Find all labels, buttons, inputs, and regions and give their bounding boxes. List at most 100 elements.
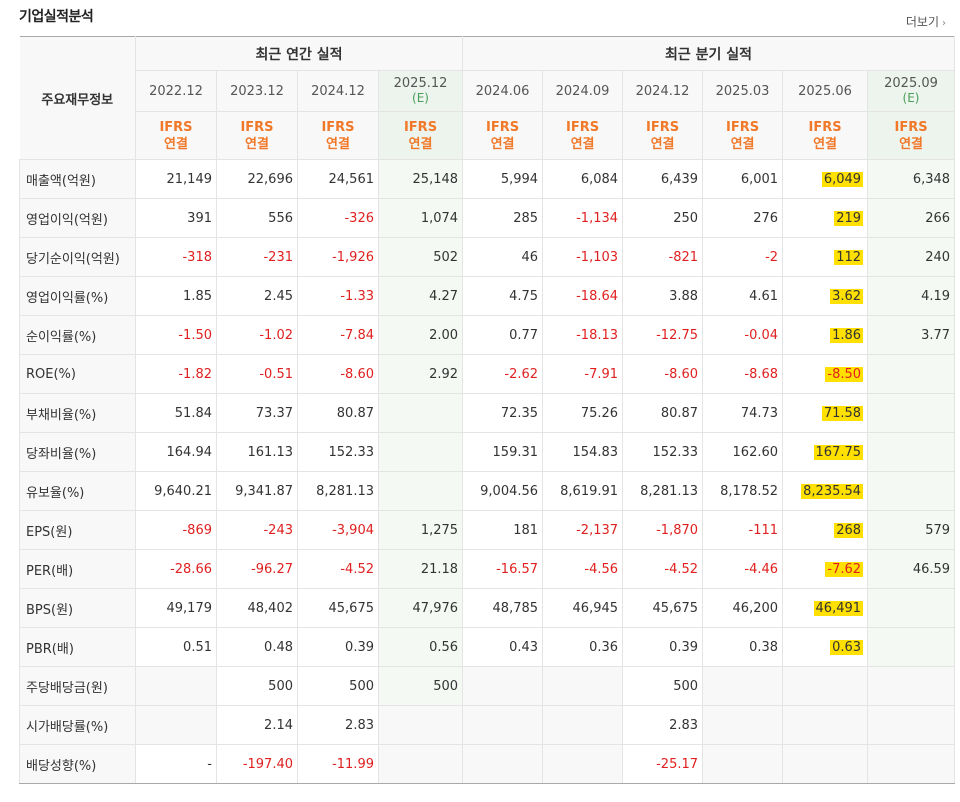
table-cell: 21.18	[377, 549, 464, 589]
row-label: EPS(원)	[19, 510, 136, 550]
table-row: 유보율(%) 9,640.21 9,341.87 8,281.13 9,004.56 8,…	[19, 471, 956, 511]
table-cell	[702, 705, 784, 745]
period-label: 2024.06	[475, 83, 530, 99]
table-cell	[542, 666, 624, 706]
table-cell: -1.33	[297, 276, 379, 316]
table-cell: 500	[622, 666, 704, 706]
table-cell: 80.87	[297, 393, 379, 433]
estimate-badge: (E)	[412, 91, 429, 105]
table-cell: 500	[216, 666, 298, 706]
table-row: PER(배) -28.66 -96.27 -4.52 21.18 -16.57 -4.56-…	[19, 549, 956, 589]
consolidated-label: 연결	[899, 136, 923, 152]
period-label: 2024.12	[311, 83, 365, 99]
table-cell	[867, 354, 956, 394]
table-cell: 0.51	[135, 627, 217, 667]
ifrs-header: IFRS 연결	[216, 111, 298, 160]
table-cell: -1.82	[135, 354, 217, 394]
table-cell: 75.26	[542, 393, 624, 433]
table-cell: 5,994	[462, 159, 544, 199]
row-label: 부채비율(%)	[19, 393, 136, 433]
ifrs-label: IFRS	[565, 119, 600, 135]
consolidated-label: 연결	[490, 136, 515, 152]
table-cell: 72.35	[462, 393, 544, 433]
table-cell	[377, 471, 464, 511]
table-cell	[867, 588, 956, 628]
row-label: 시가배당률(%)	[19, 705, 136, 745]
period-label: 2025.09	[884, 76, 938, 91]
table-cell	[782, 705, 869, 745]
table-cell: 47,976	[377, 588, 464, 628]
highlighted-value: 0.63	[830, 639, 864, 655]
table-row: 매출액(억원) 21,149 22,696 24,561 25,148 5,994 6,08…	[19, 159, 956, 199]
ifrs-header: IFRS 연결	[622, 111, 704, 160]
table-cell	[462, 666, 544, 706]
consolidated-label: 연결	[650, 136, 675, 152]
ifrs-header: IFRS 연결	[135, 111, 217, 160]
row-label: 배당성향(%)	[19, 744, 136, 784]
table-row: BPS(원) 49,179 48,402 45,675 47,976 48,785 46,9…	[19, 588, 956, 628]
table-cell: -111	[702, 510, 784, 550]
consolidated-label: 연결	[245, 136, 269, 152]
table-cell: 45,675	[297, 588, 379, 628]
table-cell: -4.52	[297, 549, 379, 589]
table-cell: -25.17	[622, 744, 704, 784]
table-cell: 1.86	[782, 315, 869, 355]
table-cell: 71.58	[782, 393, 869, 433]
table-cell	[867, 705, 956, 745]
table-cell: 4.75	[462, 276, 544, 316]
period-header: 2025.06	[782, 70, 869, 112]
table-cell: 181	[462, 510, 544, 550]
table-cell: 2.83	[622, 705, 704, 745]
table-cell: -326	[297, 198, 379, 238]
table-cell: -18.13	[542, 315, 624, 355]
table-cell: 51.84	[135, 393, 217, 433]
table-cell: 46	[462, 237, 544, 277]
highlighted-value: 6,049	[821, 171, 864, 187]
ifrs-header: IFRS 연결	[782, 111, 869, 160]
table-cell: 0.43	[462, 627, 544, 667]
table-cell: 0.77	[462, 315, 544, 355]
row-label: PBR(배)	[19, 627, 136, 667]
table-cell: 0.63	[782, 627, 869, 667]
period-header: 2024.12	[622, 70, 704, 112]
table-cell: 2.00	[377, 315, 464, 355]
table-cell: 112	[782, 237, 869, 277]
period-header: 2023.12	[216, 70, 298, 112]
table-cell: -318	[135, 237, 217, 277]
table-cell: 219	[782, 198, 869, 238]
period-header: 2025.09 (E)	[867, 70, 956, 112]
table-cell: 22,696	[216, 159, 298, 199]
more-link[interactable]: 더보기 ›	[906, 13, 946, 30]
table-cell: -821	[622, 237, 704, 277]
table-cell	[462, 744, 544, 784]
table-cell: 6,001	[702, 159, 784, 199]
period-label: 2025.12	[393, 76, 448, 91]
table-cell: 1,275	[377, 510, 464, 550]
table-row: ROE(%) -1.82 -0.51 -8.60 2.92 -2.62 -7.91 -8.60…	[19, 354, 956, 394]
table-cell: 500	[297, 666, 379, 706]
table-cell: 46,491	[782, 588, 869, 628]
table-cell: 4.61	[702, 276, 784, 316]
table-cell: -4.56	[542, 549, 624, 589]
highlighted-value: 71.58	[821, 405, 864, 421]
table-cell: 6,049	[782, 159, 869, 199]
table-cell	[867, 393, 956, 433]
table-cell: 21,149	[135, 159, 217, 199]
table-cell	[867, 471, 956, 511]
table-cell: 3.62	[782, 276, 869, 316]
table-cell	[702, 744, 784, 784]
table-cell: 0.38	[702, 627, 784, 667]
row-label: PER(배)	[19, 549, 136, 589]
period-header: 2024.09	[542, 70, 624, 112]
row-label: 매출액(억원)	[19, 159, 136, 199]
table-cell: -8.60	[297, 354, 379, 394]
table-cell: -12.75	[622, 315, 704, 355]
table-cell: 45,675	[622, 588, 704, 628]
table-cell: 159.31	[462, 432, 544, 472]
table-cell: -3,904	[297, 510, 379, 550]
period-header: 2022.12	[135, 70, 217, 112]
table-cell: -1,926	[297, 237, 379, 277]
table-cell: -0.04	[702, 315, 784, 355]
table-cell	[782, 744, 869, 784]
table-cell: 9,004.56	[462, 471, 544, 511]
